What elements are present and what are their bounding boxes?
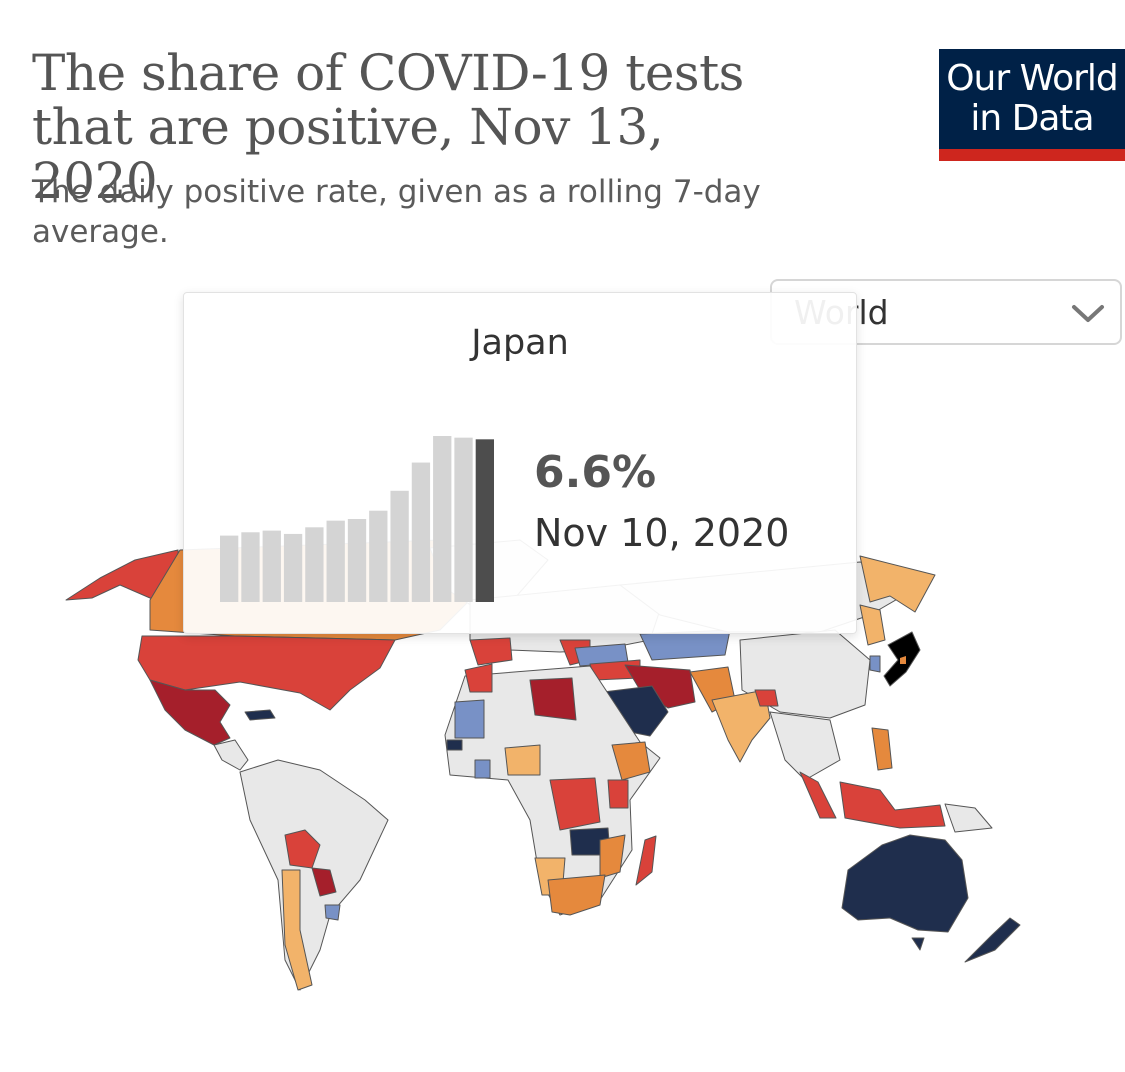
sparkline-bar [241,532,260,602]
map-region-kazakhstan[interactable] [639,629,731,661]
sparkline-bar [305,527,324,602]
tooltip-country-name: Japan [471,323,569,363]
sparkline-bar [220,535,239,602]
sparkline-bar [262,530,281,602]
map-region-indonesia-sumatra[interactable] [799,771,837,819]
map-region-mexico[interactable] [149,679,231,746]
map-region-bolivia[interactable] [284,829,321,869]
map-region-cuba[interactable] [244,709,276,721]
owid-logo[interactable]: Our World in Data [939,49,1125,161]
sparkline-bar-current [475,439,494,602]
map-region-iran-iraq[interactable] [624,664,696,709]
map-region-mozambique[interactable] [599,834,626,879]
map-region-mauritania[interactable] [454,699,485,739]
sparkline-bar [369,510,388,602]
map-region-uruguay[interactable] [324,904,341,921]
sparkline-bar [411,462,431,602]
map-region-sakhalin[interactable] [859,604,886,646]
map-region-philippines[interactable] [871,727,893,771]
map-region-papua-new-guinea[interactable] [944,803,993,833]
map-region-ghana-area[interactable] [474,759,491,779]
map-region-japan-marker [900,656,906,664]
sparkline-chart [220,436,494,602]
logo-line-1: Our World [946,58,1119,99]
map-region-australia[interactable] [841,834,969,933]
map-region-senegal[interactable] [446,739,463,751]
sparkline-bar [433,436,452,602]
sparkline-bar [283,533,303,602]
map-region-ethiopia[interactable] [611,741,651,781]
map-region-chile-argentina[interactable] [281,869,313,991]
map-region-nigeria[interactable] [504,744,541,776]
map-region-indonesia[interactable] [839,781,946,829]
chart-title: The share of COVID-19 tests that are pos… [32,44,744,210]
tooltip-value: 6.6% [534,447,657,498]
logo-accent-bar [939,149,1125,161]
sparkline-bar [390,490,409,602]
map-region-madagascar[interactable] [635,835,657,886]
map-region-libya[interactable] [529,677,577,721]
tooltip-date: Nov 10, 2020 [534,511,790,555]
map-region-korea[interactable] [869,655,881,673]
chart-subtitle: The daily positive rate, given as a roll… [32,174,761,250]
map-region-south-africa[interactable] [547,874,606,916]
chevron-down-icon [1072,305,1104,322]
map-region-southeast-asia[interactable] [769,711,841,781]
map-region-tasmania[interactable] [911,937,925,951]
map-region-paraguay[interactable] [311,867,337,897]
sparkline-bar [454,437,473,602]
map-region-spain[interactable] [469,637,513,666]
sparkline-bar [326,520,345,602]
map-region-central-america[interactable] [213,739,249,771]
logo-line-2: in Data [970,98,1094,139]
map-region-united-states[interactable] [137,635,396,711]
map-region-nepal-bangladesh[interactable] [754,689,779,707]
sparkline-bar [347,519,367,602]
map-region-new-zealand[interactable] [964,917,1021,963]
map-region-kenya[interactable] [607,779,629,809]
country-tooltip: Japan 6.6% Nov 10, 2020 [183,292,857,634]
map-region-drc[interactable] [549,777,601,831]
map-region-morocco[interactable] [464,663,493,693]
map-region-russia-far-east[interactable] [859,555,936,613]
